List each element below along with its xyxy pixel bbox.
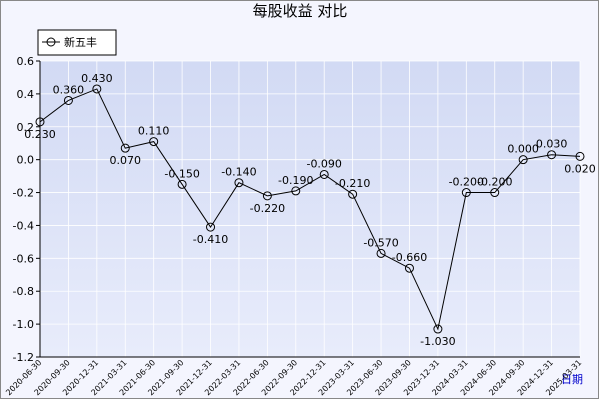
point xyxy=(63,95,73,105)
data-label: -0.140 xyxy=(221,166,256,179)
data-label: 0.070 xyxy=(110,154,142,167)
y-tick-label: 0.6 xyxy=(17,55,35,68)
legend-marker xyxy=(46,37,56,47)
chart-title: 每股收益 对比 xyxy=(253,2,348,20)
data-label: -0.660 xyxy=(392,251,427,264)
data-label: -0.200 xyxy=(477,176,512,189)
data-label: -0.090 xyxy=(306,157,341,170)
point xyxy=(575,151,585,161)
y-tick-label: -1.0 xyxy=(13,318,34,331)
legend-label: 新五丰 xyxy=(64,35,97,49)
data-label: -0.210 xyxy=(335,177,370,190)
y-tick-label: 0.4 xyxy=(17,88,35,101)
point xyxy=(490,188,500,198)
point xyxy=(433,324,443,334)
data-label: -0.570 xyxy=(363,236,398,249)
point xyxy=(376,248,386,258)
data-label: -0.190 xyxy=(278,174,313,187)
point xyxy=(92,84,102,94)
point xyxy=(547,150,557,160)
y-tick-label: -0.4 xyxy=(13,219,34,232)
legend: 新五丰 xyxy=(37,29,117,56)
plot-area xyxy=(40,61,580,357)
y-tick-label: -1.2 xyxy=(13,351,34,364)
y-tick-label: -0.2 xyxy=(13,187,34,200)
data-label: 0.020 xyxy=(564,162,596,175)
y-tick-label: 0.2 xyxy=(17,121,35,134)
point xyxy=(404,263,414,273)
point xyxy=(35,117,45,127)
y-tick-label: -0.6 xyxy=(13,252,34,265)
data-label: -0.200 xyxy=(449,176,484,189)
point xyxy=(319,169,329,179)
x-axis-label: 日期 xyxy=(561,373,583,386)
point xyxy=(518,155,528,165)
data-label: 0.230 xyxy=(24,128,56,141)
point xyxy=(177,179,187,189)
data-label: 0.110 xyxy=(138,125,170,138)
data-label: 0.430 xyxy=(81,72,113,85)
data-label: -0.220 xyxy=(250,202,285,215)
data-label: 0.000 xyxy=(507,143,539,156)
data-label: 0.360 xyxy=(53,83,85,96)
data-label: -0.410 xyxy=(193,233,228,246)
data-label: 0.030 xyxy=(536,138,568,151)
point xyxy=(291,186,301,196)
data-label: -0.150 xyxy=(164,167,199,180)
y-tick-label: 0.0 xyxy=(17,154,35,167)
point xyxy=(120,143,130,153)
point xyxy=(461,188,471,198)
point xyxy=(348,189,358,199)
data-label: -1.030 xyxy=(420,335,455,348)
y-tick-label: -0.8 xyxy=(13,285,34,298)
point xyxy=(262,191,272,201)
point xyxy=(234,178,244,188)
point xyxy=(206,222,216,232)
point xyxy=(149,137,159,147)
series-line xyxy=(39,88,581,331)
